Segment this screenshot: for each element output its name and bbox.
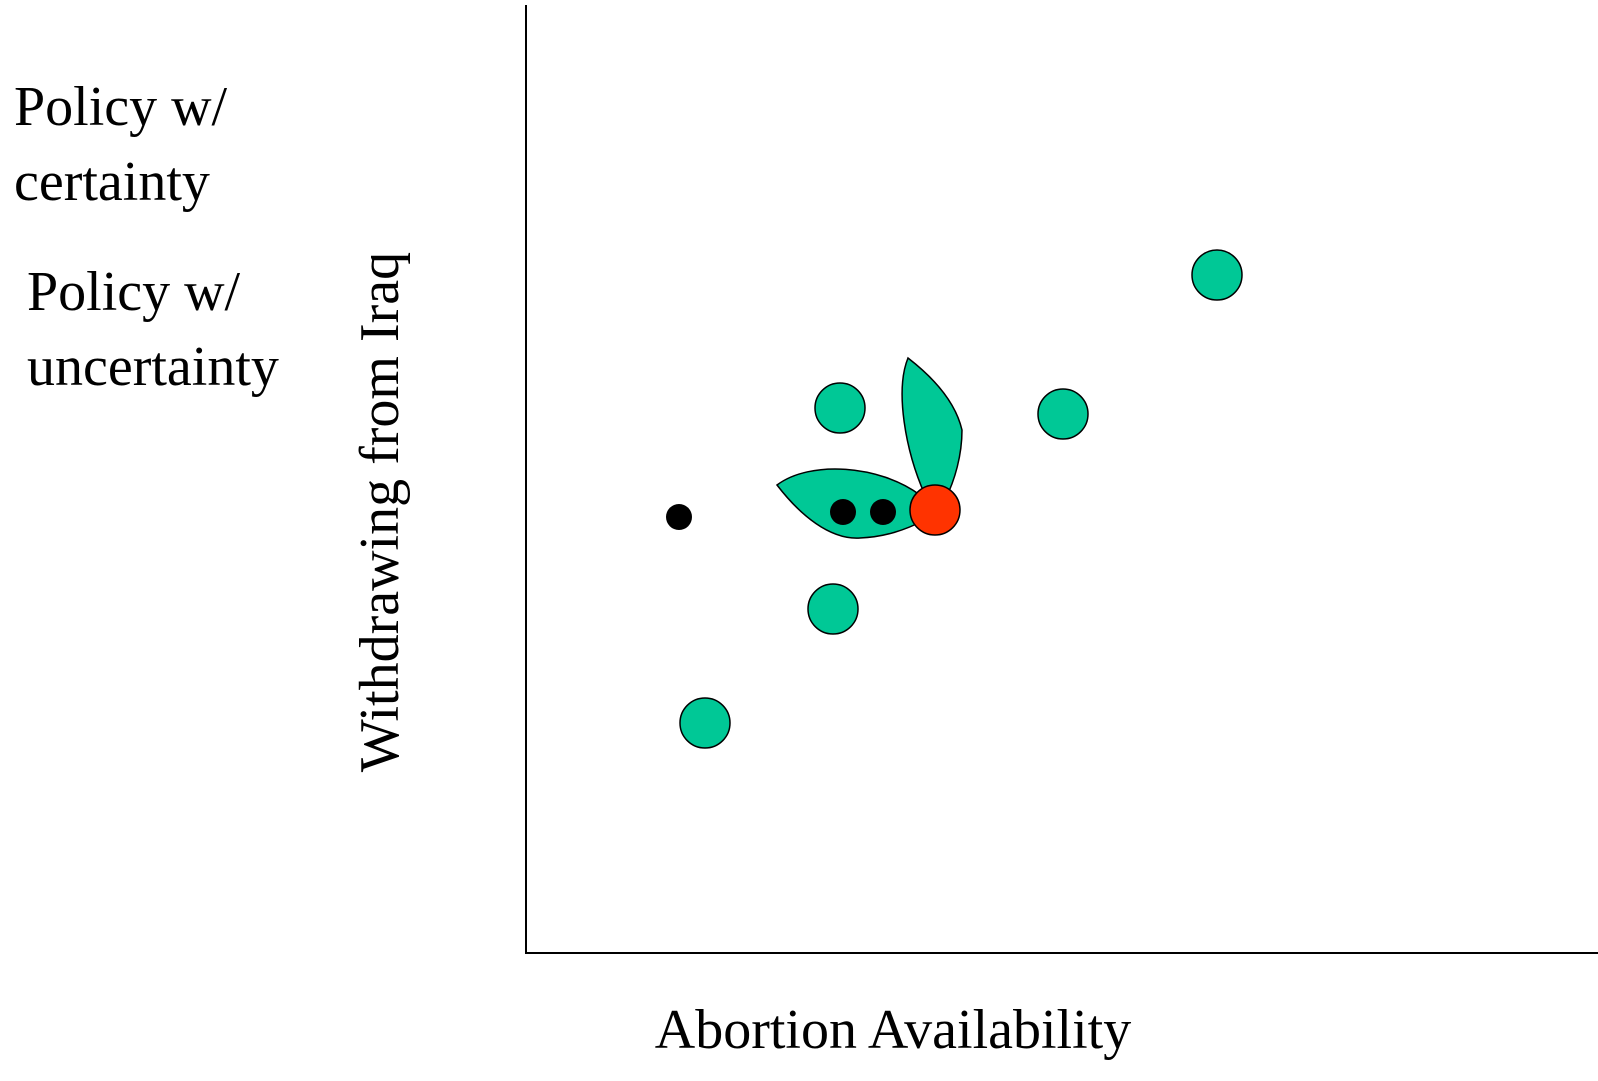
red-point — [909, 484, 961, 536]
voter-point — [679, 697, 731, 749]
label-line: certainty — [14, 151, 210, 213]
policy-point — [870, 499, 896, 525]
voter-point — [1191, 249, 1243, 301]
label-line: Policy w/ — [27, 261, 241, 323]
label-line: Policy w/ — [14, 76, 228, 138]
voter-point — [807, 583, 859, 635]
label-line: uncertainty — [27, 336, 279, 398]
voter-point — [814, 382, 866, 434]
policy-point — [666, 504, 692, 530]
policy-point — [830, 499, 856, 525]
x-axis-label: Abortion Availability — [655, 999, 1131, 1061]
voter-point — [1037, 388, 1089, 440]
y-axis-label: Withdrawing from Iraq — [349, 252, 411, 772]
petal — [901, 356, 963, 501]
